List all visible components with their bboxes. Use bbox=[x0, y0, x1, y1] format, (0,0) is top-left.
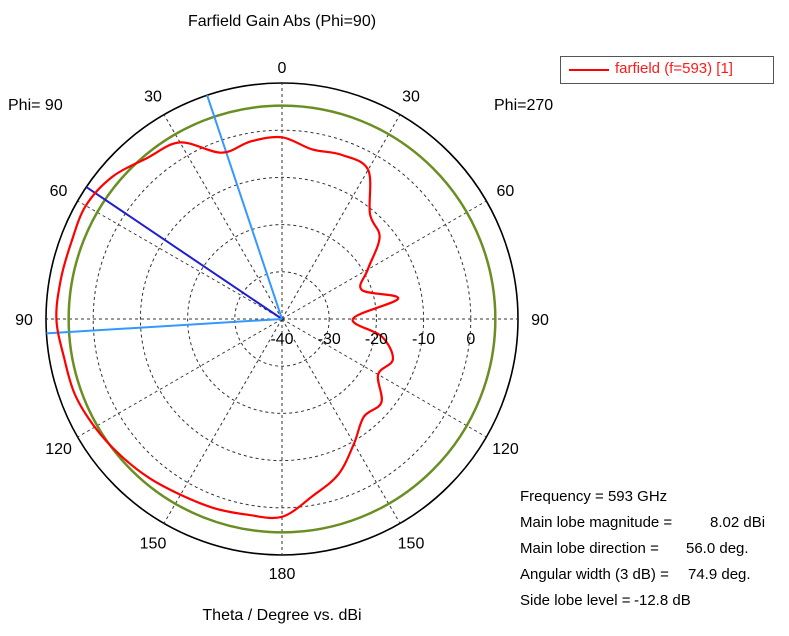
angle-label: 120 bbox=[45, 441, 72, 458]
series-layer bbox=[55, 135, 400, 520]
info-value: 8.02 dBi bbox=[710, 514, 766, 531]
radial-tick-label: -40 bbox=[270, 331, 293, 348]
series-point bbox=[340, 154, 343, 156]
series-point bbox=[312, 494, 314, 497]
series-point bbox=[220, 151, 223, 154]
series-point bbox=[111, 175, 114, 178]
reference-circle bbox=[67, 104, 497, 534]
angle-label: 120 bbox=[492, 441, 519, 458]
angle-label: 90 bbox=[15, 312, 33, 329]
grid-spoke bbox=[281, 318, 401, 524]
angle-label: 60 bbox=[50, 183, 68, 200]
series-point bbox=[59, 279, 62, 281]
series-point bbox=[378, 236, 381, 238]
angle-label: 30 bbox=[402, 89, 420, 106]
chart-title: Farfield Gain Abs (Phi=90) bbox=[188, 13, 376, 30]
series-point bbox=[361, 289, 363, 291]
reference-level-circle bbox=[67, 104, 497, 534]
info-value: 56.0 deg. bbox=[686, 540, 749, 557]
marker-lines bbox=[46, 94, 283, 335]
grid-circle bbox=[139, 176, 425, 462]
series-point bbox=[179, 141, 181, 144]
series-point bbox=[148, 476, 150, 479]
series-point bbox=[367, 169, 369, 171]
grid-spoke bbox=[281, 200, 487, 320]
series-point bbox=[179, 494, 182, 496]
info-key: Main lobe magnitude = bbox=[520, 514, 673, 531]
series-point bbox=[85, 204, 87, 207]
main-lobe-direction-line bbox=[85, 186, 283, 320]
phi-left-label: Phi= 90 bbox=[8, 97, 63, 114]
series-point bbox=[246, 513, 249, 516]
angle-label: 60 bbox=[497, 183, 515, 200]
legend-label: farfield (f=593) [1] bbox=[615, 60, 733, 77]
angle-label: 180 bbox=[269, 566, 296, 583]
legend-swatch bbox=[569, 69, 609, 71]
x-axis-label: Theta / Degree vs. dBi bbox=[202, 607, 361, 624]
series-point bbox=[377, 373, 379, 376]
label-layer: Farfield Gain Abs (Phi=90) Theta / Degre… bbox=[8, 13, 553, 624]
info-key: Frequency = 593 GHz bbox=[520, 488, 668, 505]
series-point bbox=[70, 241, 73, 244]
series-point bbox=[380, 401, 383, 404]
polar-grid bbox=[45, 82, 519, 556]
series-point bbox=[397, 297, 400, 300]
series-point bbox=[363, 415, 365, 418]
series-point bbox=[146, 157, 148, 159]
series-point bbox=[55, 318, 58, 320]
series-point bbox=[281, 136, 283, 139]
legend: farfield (f=593) [1] bbox=[560, 56, 774, 84]
series-point bbox=[392, 358, 394, 361]
3db-beam-edge-1-line bbox=[206, 94, 283, 320]
info-value: 74.9 deg. bbox=[688, 566, 751, 583]
angle-label: 150 bbox=[398, 535, 425, 552]
series-point bbox=[119, 454, 121, 456]
angle-label: 0 bbox=[278, 60, 287, 77]
info-value: -12.8 dB bbox=[634, 592, 691, 609]
grid-spoke bbox=[77, 200, 283, 320]
series-point bbox=[369, 213, 371, 215]
info-key: Angular width (3 dB) = bbox=[520, 566, 669, 583]
grid-spoke bbox=[77, 318, 283, 438]
grid-spoke bbox=[281, 114, 401, 320]
radial-tick-label: -30 bbox=[318, 331, 341, 348]
series-point bbox=[353, 442, 355, 445]
radial-tick-label: -20 bbox=[365, 331, 388, 348]
series-point bbox=[381, 335, 383, 338]
radial-tick-label: 0 bbox=[466, 331, 475, 348]
grid-circle bbox=[234, 271, 330, 367]
series-point bbox=[352, 318, 354, 320]
series-point bbox=[311, 148, 313, 151]
series-point bbox=[249, 140, 252, 143]
series-point bbox=[212, 507, 214, 509]
phi-right-label: Phi=270 bbox=[494, 97, 553, 114]
series-point bbox=[74, 393, 76, 396]
grid-spoke bbox=[163, 318, 283, 524]
angle-label: 30 bbox=[144, 89, 162, 106]
angle-label: 90 bbox=[531, 312, 549, 329]
series-point bbox=[337, 473, 340, 476]
series-point bbox=[63, 356, 65, 359]
series-point bbox=[94, 426, 96, 428]
grid-circle bbox=[187, 224, 377, 414]
angle-label: 150 bbox=[140, 535, 167, 552]
series-point bbox=[367, 268, 369, 271]
info-key: Side lobe level = bbox=[520, 592, 631, 609]
radial-tick-label: -10 bbox=[412, 331, 435, 348]
3db-beam-edge-2-line bbox=[46, 318, 283, 335]
info-key: Main lobe direction = bbox=[520, 540, 659, 557]
series-point bbox=[281, 516, 283, 518]
